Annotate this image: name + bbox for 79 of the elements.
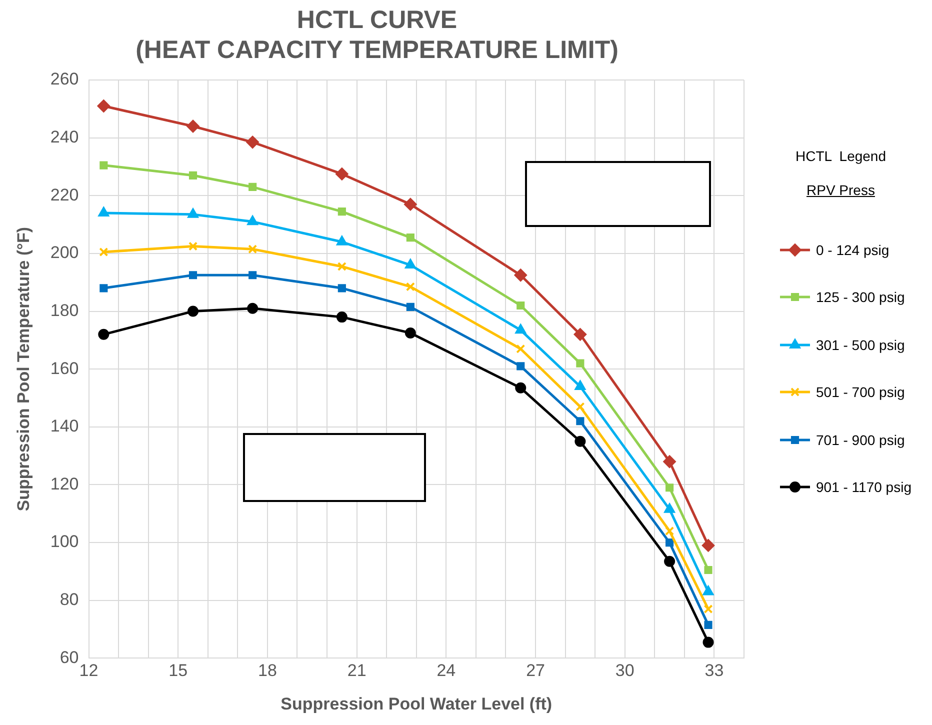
- point: [515, 382, 526, 394]
- y-tick-label: 60: [60, 648, 79, 667]
- point: [516, 344, 526, 354]
- y-tick-label: 140: [50, 416, 79, 436]
- point: [100, 284, 108, 292]
- point: [246, 215, 258, 226]
- point: [516, 301, 525, 310]
- point: [338, 284, 346, 292]
- point: [338, 208, 346, 216]
- y-tick-label: 220: [50, 185, 79, 204]
- x-tick-label: 27: [526, 661, 545, 680]
- point: [576, 359, 584, 368]
- y-tick-label: 100: [50, 532, 79, 552]
- x-tick-label: 15: [168, 661, 188, 680]
- legend-label: 901 - 1170 psig: [816, 479, 912, 496]
- x-tick-label: 21: [347, 661, 366, 680]
- legend-label: 0 - 124 psig: [816, 242, 890, 258]
- legend-label: 125 - 300 psig: [816, 289, 905, 306]
- point: [514, 268, 528, 282]
- point: [664, 502, 676, 513]
- point: [247, 302, 258, 314]
- point: [666, 484, 674, 492]
- point: [574, 436, 586, 447]
- point: [406, 302, 414, 311]
- y-tick-label: 80: [60, 590, 79, 610]
- point: [702, 585, 714, 596]
- point: [406, 234, 414, 242]
- y-tick-label: 160: [50, 358, 79, 378]
- point: [97, 100, 110, 113]
- point: [704, 566, 712, 574]
- legend-label: 701 - 900 psig: [816, 432, 905, 448]
- point: [404, 327, 416, 338]
- point: [702, 538, 715, 552]
- point: [188, 306, 199, 317]
- x-tick-label: 33: [704, 661, 724, 680]
- x-axis-title: Suppression Pool Water Level (ft): [280, 694, 552, 714]
- legend-label: 301 - 500 psig: [816, 336, 905, 353]
- point: [666, 538, 674, 547]
- point: [704, 620, 712, 629]
- point: [248, 244, 258, 254]
- point: [98, 328, 110, 340]
- point: [404, 198, 417, 211]
- point: [188, 242, 198, 251]
- point: [248, 182, 257, 192]
- point: [576, 417, 584, 426]
- point: [246, 136, 260, 149]
- y-tick-label: 260: [50, 70, 79, 89]
- x-tick-label: 12: [79, 661, 98, 680]
- point: [99, 247, 108, 257]
- point: [188, 271, 198, 280]
- x-tick-label: 18: [258, 661, 277, 680]
- x-tick-label: 24: [436, 661, 456, 680]
- y-tick-label: 200: [50, 243, 79, 262]
- y-tick-label: 180: [50, 300, 79, 320]
- y-axis-title: Suppression Pool Temperature (°F): [14, 227, 33, 512]
- chart-title: HCTL CURVE (HEAT CAPACITY TEMPERATURE LIMIT): [136, 6, 618, 64]
- point: [576, 402, 585, 412]
- point: [188, 171, 198, 180]
- point: [406, 282, 415, 292]
- point: [663, 455, 676, 468]
- point: [664, 556, 676, 567]
- point: [404, 258, 416, 269]
- point: [100, 161, 108, 170]
- y-tick-label: 240: [50, 128, 79, 147]
- point: [337, 262, 346, 272]
- point: [574, 328, 587, 341]
- x-tick-label: 30: [615, 661, 634, 680]
- point: [704, 604, 713, 614]
- point: [702, 636, 714, 648]
- point: [186, 120, 200, 133]
- y-tick-label: 120: [50, 474, 79, 494]
- point: [665, 526, 674, 536]
- point: [335, 167, 348, 180]
- point: [514, 324, 526, 334]
- point: [248, 271, 257, 280]
- text: HCTL Legend RPV Press: [795, 148, 886, 198]
- legend-label: 501 - 700 psig: [816, 384, 905, 400]
- point: [336, 312, 348, 323]
- point: [516, 362, 525, 370]
